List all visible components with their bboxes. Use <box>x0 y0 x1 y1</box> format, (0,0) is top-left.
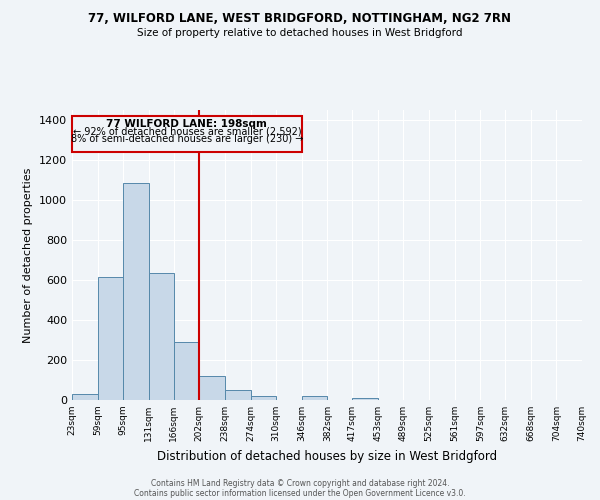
Bar <box>225 390 251 400</box>
Y-axis label: Number of detached properties: Number of detached properties <box>23 168 34 342</box>
Bar <box>149 273 174 400</box>
Bar <box>302 396 328 400</box>
Bar <box>72 394 98 400</box>
Bar <box>98 277 123 400</box>
Bar <box>199 376 225 400</box>
Text: 77, WILFORD LANE, WEST BRIDGFORD, NOTTINGHAM, NG2 7RN: 77, WILFORD LANE, WEST BRIDGFORD, NOTTIN… <box>89 12 511 26</box>
Text: ← 92% of detached houses are smaller (2,592): ← 92% of detached houses are smaller (2,… <box>73 127 301 137</box>
Bar <box>123 183 149 400</box>
Bar <box>251 396 276 400</box>
Text: Size of property relative to detached houses in West Bridgford: Size of property relative to detached ho… <box>137 28 463 38</box>
Text: Contains public sector information licensed under the Open Government Licence v3: Contains public sector information licen… <box>134 488 466 498</box>
Text: 8% of semi-detached houses are larger (230) →: 8% of semi-detached houses are larger (2… <box>71 134 303 144</box>
Bar <box>72 116 302 152</box>
Text: Contains HM Land Registry data © Crown copyright and database right 2024.: Contains HM Land Registry data © Crown c… <box>151 478 449 488</box>
X-axis label: Distribution of detached houses by size in West Bridgford: Distribution of detached houses by size … <box>157 450 497 462</box>
Bar <box>174 342 199 400</box>
Text: 77 WILFORD LANE: 198sqm: 77 WILFORD LANE: 198sqm <box>106 119 268 129</box>
Bar <box>352 398 378 400</box>
